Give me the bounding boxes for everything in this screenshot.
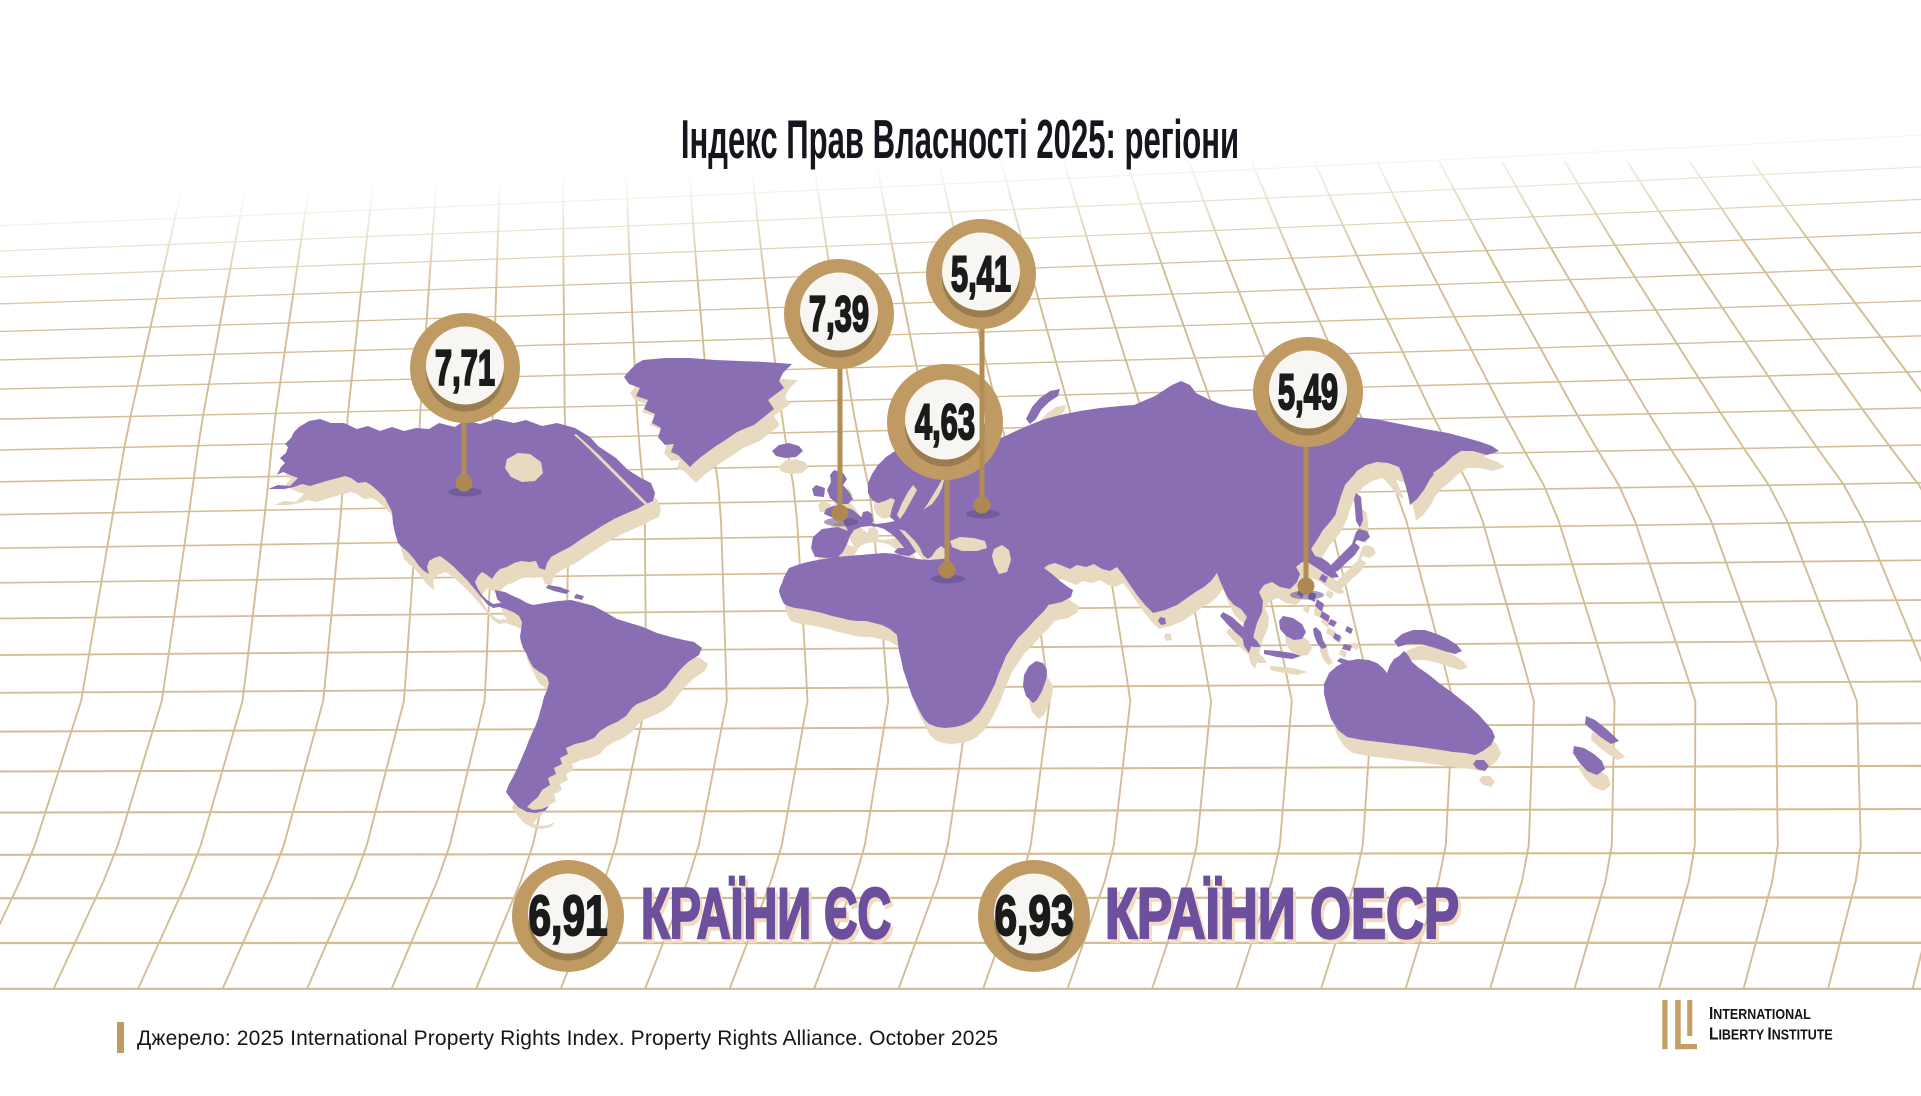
svg-text:LIBERTY INSTITUTE: LIBERTY INSTITUTE <box>1709 1023 1833 1043</box>
svg-text:INTERNATIONAL: INTERNATIONAL <box>1709 1003 1811 1023</box>
svg-text:6,91: 6,91 <box>528 884 607 947</box>
svg-text:5,41: 5,41 <box>951 245 1011 301</box>
svg-text:5,49: 5,49 <box>1278 363 1338 419</box>
svg-text:КРАЇНИ ОЕСРКРАЇНИ ОЕСР: КРАЇНИ ОЕСРКРАЇНИ ОЕСР <box>1105 874 1462 958</box>
svg-text:4,63: 4,63 <box>915 393 975 449</box>
svg-text:7,39: 7,39 <box>809 285 869 341</box>
svg-text:Джерело: 2025 International Pr: Джерело: 2025 International Property Rig… <box>137 1027 998 1050</box>
svg-text:Індекс Прав Власності 2025: ре: Індекс Прав Власності 2025: регіони <box>681 110 1239 170</box>
svg-text:7,71: 7,71 <box>435 339 495 395</box>
svg-text:КРАЇНИ ЄСКРАЇНИ ЄС: КРАЇНИ ЄСКРАЇНИ ЄС <box>641 874 894 957</box>
svg-text:6,93: 6,93 <box>994 884 1073 947</box>
